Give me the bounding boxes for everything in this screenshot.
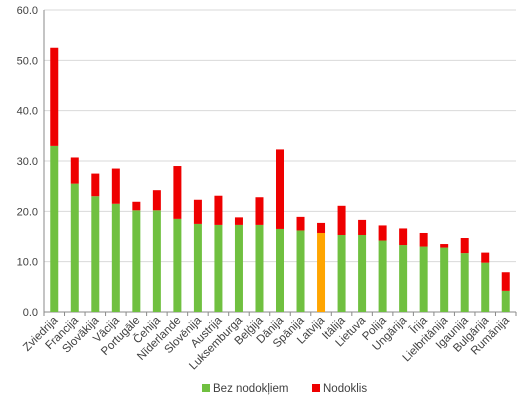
bar-bez-nodokliem (111, 203, 120, 312)
bar-nodoklis (91, 173, 100, 197)
y-tick-label: 40.0 (17, 106, 38, 118)
y-tick-label: 20.0 (17, 206, 38, 218)
bar-bez-nodokliem (296, 230, 305, 312)
bar-nodoklis (481, 252, 490, 263)
bar-bez-nodokliem (378, 240, 387, 312)
bar-nodoklis (337, 205, 346, 235)
bar-nodoklis (111, 168, 120, 204)
bar-nodoklis (358, 219, 367, 235)
legend-label-bez-nodokliem: Bez nodokļiem (213, 383, 288, 395)
bar-nodoklis (152, 190, 161, 211)
bar-nodoklis (399, 228, 408, 246)
bar-bez-nodokliem (440, 247, 449, 312)
axes (43, 10, 517, 316)
bar-nodoklis (50, 47, 59, 146)
bar-nodoklis (255, 197, 264, 225)
y-tick-label: 0.0 (23, 307, 38, 319)
bar-nodoklis (419, 232, 428, 247)
legend-label-nodoklis: Nodoklis (323, 383, 367, 395)
bars (50, 47, 510, 312)
x-category-labels: ZviedrijaFrancijaSlovākijaVācijaPortugāl… (21, 314, 512, 373)
bar-nodoklis (173, 166, 182, 219)
legend-swatch-bez-nodokliem (202, 384, 210, 392)
y-tick-label: 50.0 (17, 55, 38, 67)
bar-bez-nodokliem (481, 262, 490, 312)
bar-bez-nodokliem (193, 223, 202, 312)
bar-bez-nodokliem (152, 210, 161, 312)
bar-bez-nodokliem (214, 224, 223, 312)
bar-bez-nodokliem (358, 234, 367, 312)
bar-nodoklis (440, 244, 449, 248)
legend: Bez nodokļiem Nodoklis (202, 383, 367, 395)
legend-swatch-nodoklis (312, 384, 320, 392)
bar-nodoklis (378, 225, 387, 241)
bar-bez-nodokliem (132, 210, 141, 312)
bar-bez-nodokliem (91, 196, 100, 312)
bar-bez-nodokliem (234, 224, 243, 312)
bar-bez-nodokliem (255, 224, 264, 312)
bar-nodoklis (276, 149, 284, 229)
y-tick-label: 30.0 (17, 156, 38, 168)
bar-bez-nodokliem (501, 290, 510, 312)
bar-bez-nodokliem (276, 228, 284, 312)
bar-bez-nodokliem (70, 183, 79, 312)
bar-nodoklis (296, 216, 305, 231)
bar-nodoklis (70, 157, 79, 184)
bar-bez-nodokliem (173, 218, 182, 312)
bar-nodoklis (193, 199, 202, 224)
bar-nodoklis (317, 222, 326, 233)
bar-nodoklis (460, 238, 469, 254)
bar-bez-nodokliem (50, 145, 59, 312)
bar-nodoklis (214, 195, 223, 225)
y-tick-label: 60.0 (17, 5, 38, 17)
bar-nodoklis (501, 272, 510, 291)
bar-bez-nodokliem (399, 245, 408, 312)
bar-bez-nodokliem (317, 232, 326, 312)
bar-bez-nodokliem (337, 234, 346, 312)
y-tick-label: 10.0 (17, 257, 38, 269)
bar-bez-nodokliem (419, 246, 428, 312)
bar-nodoklis (132, 201, 141, 211)
bar-nodoklis (234, 217, 243, 225)
y-tick-labels: 0.0 10.0 20.0 30.0 40.0 50.0 60.0 (17, 5, 38, 319)
bar-bez-nodokliem (460, 253, 469, 312)
